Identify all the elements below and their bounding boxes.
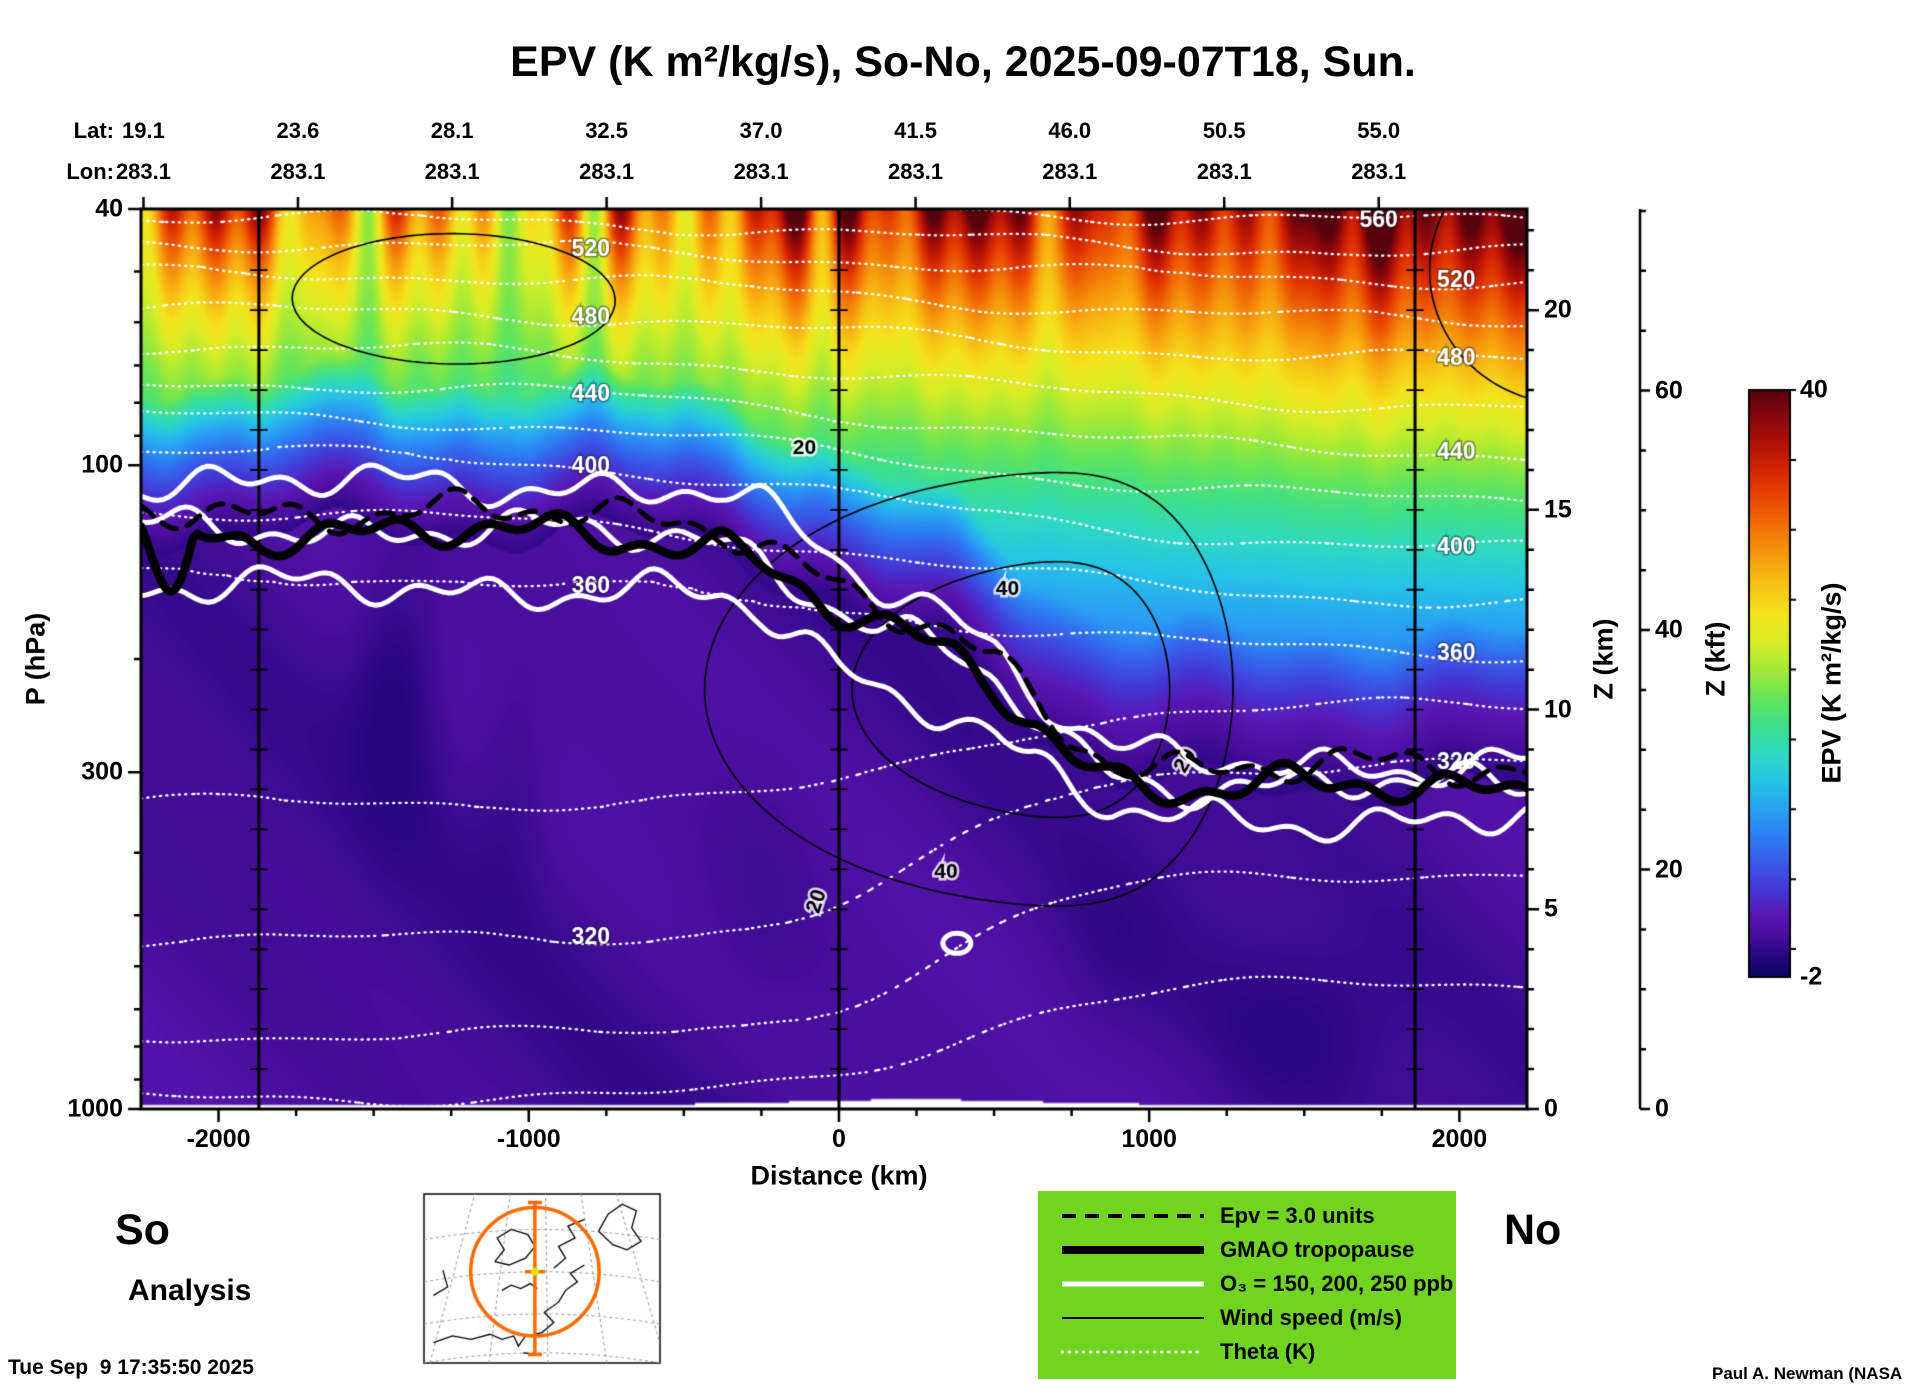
creation-timestamp: Tue Sep 9 17:35:50 2025 <box>8 1356 254 1379</box>
south-end-label: So <box>115 1206 170 1254</box>
white-line-icon <box>1062 1281 1204 1287</box>
x-axis-title: Distance (km) <box>750 1160 928 1191</box>
z-km-axis-title: Z (km) <box>1588 618 1619 700</box>
colorbar-title: EPV (K m²/kg/s) <box>1816 582 1847 784</box>
legend-row-tropopause: GMAO tropopause <box>1038 1233 1456 1267</box>
thin-line-icon <box>1062 1317 1204 1319</box>
legend: Epv = 3.0 units GMAO tropopause O₃ = 150… <box>1038 1191 1456 1379</box>
dotted-line-icon <box>1060 1350 1206 1354</box>
legend-row-theta: Theta (K) <box>1038 1335 1456 1369</box>
legend-row-wind: Wind speed (m/s) <box>1038 1301 1456 1335</box>
legend-label: GMAO tropopause <box>1220 1237 1415 1262</box>
credit-label: Paul A. Newman (NASA <box>1712 1364 1903 1383</box>
legend-label: O₃ = 150, 200, 250 ppb <box>1220 1271 1454 1296</box>
dashed-line-icon <box>1062 1214 1204 1218</box>
legend-label: Wind speed (m/s) <box>1220 1305 1402 1330</box>
lat-axis-prefix: Lat: <box>73 118 114 143</box>
legend-label: Theta (K) <box>1220 1339 1316 1364</box>
analysis-label: Analysis <box>128 1274 252 1307</box>
pressure-axis-title: P (hPa) <box>20 612 51 706</box>
chart-title: EPV (K m²/kg/s), So-No, 2025-09-07T18, S… <box>510 38 1416 86</box>
north-end-label: No <box>1504 1206 1562 1254</box>
legend-label: Epv = 3.0 units <box>1220 1203 1375 1228</box>
thick-line-icon <box>1062 1246 1204 1254</box>
legend-row-epv3: Epv = 3.0 units <box>1038 1199 1456 1233</box>
legend-row-ozone: O₃ = 150, 200, 250 ppb <box>1038 1267 1456 1301</box>
lon-axis-prefix: Lon: <box>66 159 114 184</box>
z-kft-axis-title: Z (kft) <box>1700 621 1731 697</box>
